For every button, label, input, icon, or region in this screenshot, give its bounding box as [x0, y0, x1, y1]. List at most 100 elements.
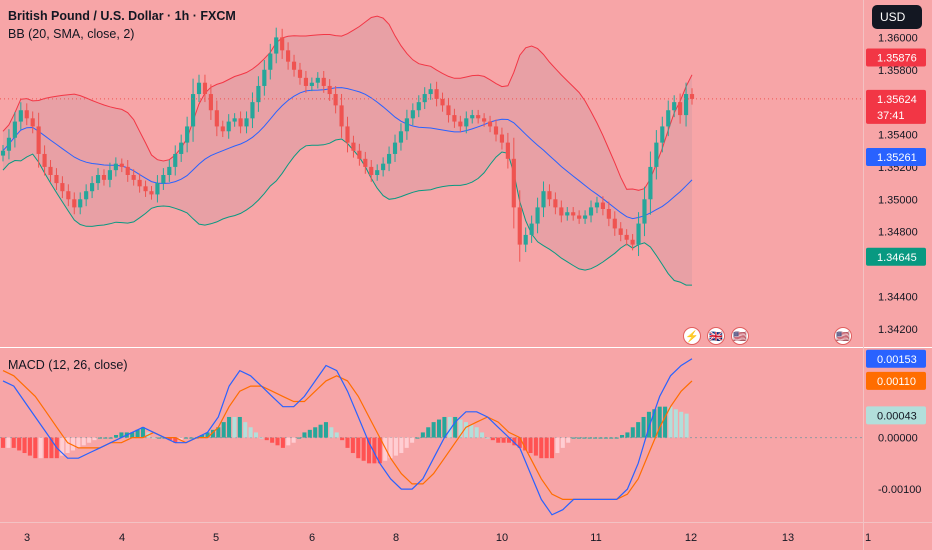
candle — [12, 121, 17, 138]
candle — [303, 77, 309, 86]
macd-histogram-bar — [415, 437, 420, 439]
candle — [422, 94, 427, 103]
macd-histogram-bar — [372, 437, 377, 464]
macd-histogram-bar — [243, 422, 248, 438]
candle — [48, 166, 53, 175]
macd-histogram-bar — [501, 437, 506, 443]
us-flag-event-icon-2[interactable]: 🇺🇸 — [834, 327, 852, 345]
candle — [642, 199, 647, 224]
bb-fill — [3, 16, 692, 286]
macd-histogram-bar — [636, 422, 641, 438]
macd-histogram-bar — [652, 409, 657, 438]
time-tick-label: 1 — [865, 532, 871, 544]
candle — [36, 126, 41, 154]
macd-histogram-bar — [673, 409, 678, 438]
lightning-event-icon[interactable]: ⚡ — [683, 327, 701, 345]
price-tick-label: 1.34400 — [878, 291, 918, 303]
macd-tick-label: 0.00000 — [878, 433, 918, 445]
macd-histogram-bar — [496, 437, 501, 443]
macd-histogram-bar — [593, 437, 598, 439]
price-tick-label: 1.34200 — [878, 324, 918, 336]
macd-histogram-bar — [641, 416, 646, 438]
candle — [315, 77, 320, 83]
candle — [511, 158, 516, 208]
macd-histogram-bar — [480, 432, 485, 438]
candle — [452, 115, 457, 122]
candle — [612, 218, 617, 229]
candle — [161, 175, 166, 184]
candle — [54, 175, 59, 184]
candle — [689, 94, 695, 99]
candle — [274, 37, 279, 54]
candle — [268, 53, 273, 70]
macd-histogram-bar — [167, 437, 172, 441]
macd-histogram-bar — [345, 437, 350, 448]
macd-histogram-bar — [361, 437, 366, 461]
candle — [351, 142, 356, 151]
candle — [208, 94, 213, 111]
candle — [262, 69, 267, 86]
candle — [179, 142, 184, 154]
candle — [30, 118, 35, 127]
candle — [529, 223, 534, 235]
bb-legend: BB (20, SMA, close, 2) — [8, 27, 135, 41]
macd-histogram-bar — [318, 424, 323, 438]
time-tick-label: 10 — [496, 532, 508, 544]
macd-histogram-bar — [130, 432, 135, 438]
histogram-value-tag-bg — [866, 406, 926, 425]
price-tick-label: 1.35000 — [878, 194, 918, 206]
candle — [624, 234, 629, 240]
macd-histogram-bar — [598, 437, 603, 439]
candle — [125, 166, 130, 175]
macd-histogram-bar — [603, 437, 608, 439]
candle — [226, 121, 231, 132]
candle — [155, 183, 160, 195]
macd-histogram-bar — [200, 435, 205, 438]
us-flag-event-icon[interactable]: 🇺🇸 — [731, 327, 749, 345]
macd-histogram-bar — [517, 437, 522, 448]
candle — [214, 110, 219, 127]
candle — [72, 199, 77, 208]
bb-lower-price-tag: 1.34645 — [877, 252, 917, 264]
macd-histogram-bar — [97, 437, 102, 439]
candle — [660, 126, 665, 143]
macd-histogram-bar — [329, 427, 334, 438]
macd-histogram-bar — [350, 437, 355, 454]
bb-upper-line — [2, 15, 693, 191]
candle — [416, 102, 421, 111]
candle — [505, 142, 510, 159]
candle — [190, 94, 196, 127]
macd-histogram-bar — [426, 427, 431, 438]
currency-button[interactable]: USD — [872, 5, 922, 29]
candle — [588, 207, 594, 216]
macd-histogram-bar — [210, 429, 215, 438]
macd-histogram-bar — [216, 427, 221, 438]
macd-histogram-bar — [646, 411, 651, 438]
macd-histogram-bar — [323, 422, 328, 438]
macd-histogram-bar — [103, 437, 108, 439]
macd-histogram-bar — [436, 419, 442, 438]
time-tick-label: 3 — [24, 532, 30, 544]
candle — [95, 175, 101, 184]
candle — [309, 82, 314, 86]
macd-histogram-bar — [27, 437, 32, 456]
time-tick-label: 13 — [782, 532, 794, 544]
macd-histogram-bar — [458, 419, 463, 438]
gb-flag-event-icon[interactable]: 🇬🇧 — [707, 327, 725, 345]
bb-upper-price-tag: 1.35876 — [877, 52, 917, 64]
macd-line — [2, 358, 693, 516]
macd-histogram-bar — [506, 437, 512, 443]
price-tick-label: 1.36000 — [878, 32, 918, 44]
macd-histogram-bar — [0, 437, 6, 448]
macd-histogram-bar — [297, 437, 302, 439]
macd-histogram-bar — [173, 437, 178, 443]
macd-histogram-bar — [38, 437, 43, 459]
macd-histogram-bar — [410, 437, 415, 443]
candle — [565, 212, 570, 216]
candle — [60, 183, 65, 192]
macd-histogram-bar — [334, 432, 339, 438]
macd-histogram-bar — [684, 413, 689, 438]
candle — [196, 82, 202, 95]
macd-histogram-bar — [6, 437, 11, 448]
